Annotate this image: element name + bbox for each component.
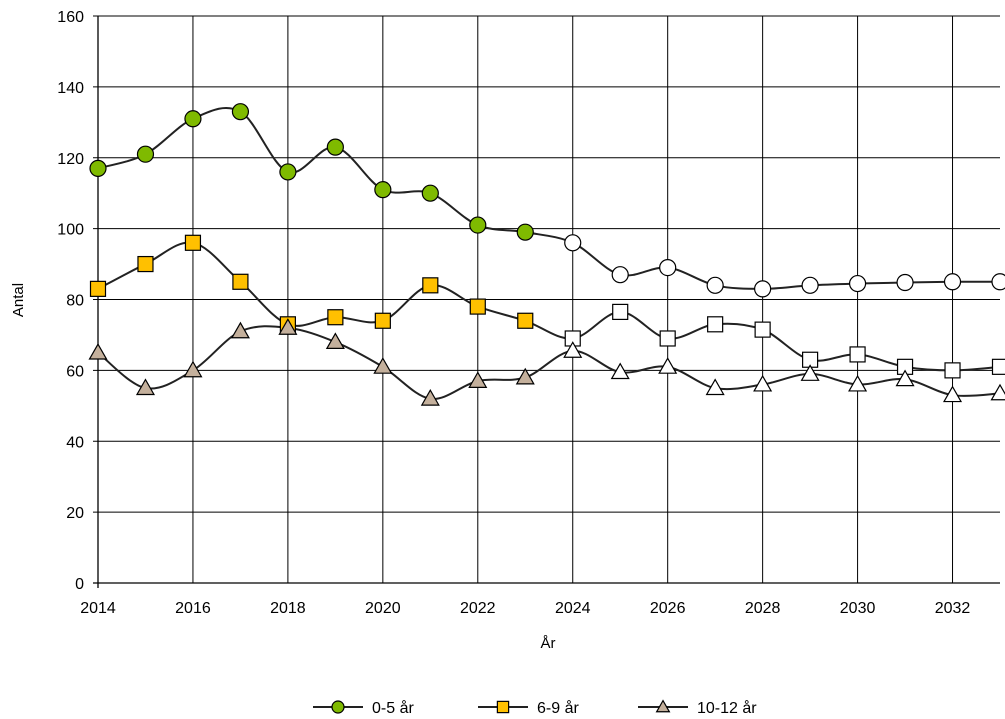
- legend-label: 0-5 år: [372, 699, 414, 717]
- data-point-triangle: [325, 332, 345, 349]
- x-tick-label: 2014: [80, 600, 116, 617]
- data-point-triangle: [942, 385, 963, 403]
- legend-label: 10-12 år: [697, 699, 757, 717]
- data-point-circle: [469, 216, 487, 234]
- data-point-square: [707, 316, 724, 333]
- legend-label: 6-9 år: [537, 699, 579, 717]
- data-point-square: [232, 273, 249, 290]
- data-point-triangle: [420, 389, 440, 406]
- series-markers: [88, 103, 1005, 406]
- data-point-circle: [279, 163, 297, 181]
- y-tick-label: 120: [57, 151, 84, 168]
- data-point-triangle: [468, 371, 488, 388]
- data-point-square: [422, 277, 439, 294]
- data-point-circle: [516, 223, 534, 241]
- data-point-triangle: [373, 357, 393, 374]
- y-tick-label: 80: [66, 293, 84, 310]
- data-point-circle: [801, 276, 819, 294]
- data-point-square: [517, 312, 534, 329]
- data-point-circle: [659, 259, 677, 277]
- data-point-circle: [421, 184, 439, 202]
- data-point-triangle: [230, 321, 250, 339]
- x-tick-label: 2024: [555, 600, 591, 617]
- y-tick-label: 160: [57, 9, 84, 26]
- data-point-triangle: [515, 367, 535, 385]
- data-point-square: [944, 362, 961, 379]
- y-tick-label: 0: [75, 576, 84, 593]
- data-point-circle: [943, 273, 962, 291]
- data-point-circle: [706, 276, 724, 294]
- grid-lines: [98, 15, 1000, 583]
- data-point-circle: [374, 181, 392, 199]
- data-point-square: [89, 280, 107, 297]
- y-axis-title: Antal: [10, 283, 27, 317]
- data-point-triangle: [183, 360, 203, 378]
- data-point-circle: [326, 138, 344, 156]
- x-tick-label: 2028: [745, 600, 781, 617]
- y-tick-label: 20: [66, 505, 84, 522]
- data-point-circle: [991, 273, 1005, 291]
- data-point-triangle: [88, 342, 108, 360]
- y-tick-label: 40: [66, 434, 84, 451]
- x-tick-label: 2016: [175, 600, 211, 617]
- x-tick-label: 2022: [460, 600, 496, 617]
- data-point-triangle: [895, 369, 915, 387]
- data-point-triangle: [610, 362, 630, 380]
- data-point-triangle: [705, 378, 725, 396]
- data-point-triangle: [800, 364, 820, 381]
- x-tick-label: 2032: [935, 600, 971, 617]
- y-tick-label: 100: [57, 222, 84, 239]
- data-point-square: [327, 309, 344, 326]
- data-point-triangle: [135, 378, 156, 396]
- data-point-square: [659, 330, 676, 347]
- data-point-square: [374, 312, 391, 329]
- legend-marker-triangle: [655, 699, 671, 713]
- series-line-1: [97, 107, 1001, 290]
- x-tick-label: 2030: [840, 600, 876, 617]
- y-tick-label: 60: [66, 363, 84, 380]
- data-point-square: [849, 346, 866, 363]
- data-point-square: [991, 358, 1005, 375]
- data-point-square: [184, 234, 202, 251]
- data-point-square: [754, 321, 771, 338]
- x-tick-label: 2020: [365, 600, 401, 617]
- data-point-circle: [231, 103, 250, 121]
- data-point-triangle: [278, 318, 298, 335]
- x-tick-labels: 2014 2016 2018 2020 2022 2024 2026 2028 2030 2032: [80, 600, 970, 617]
- y-tick-label: 140: [57, 80, 84, 97]
- data-point-triangle: [658, 357, 678, 374]
- data-point-triangle: [563, 341, 583, 358]
- data-point-circle: [611, 266, 629, 284]
- legend-marker-square: [496, 700, 510, 714]
- data-point-circle: [184, 110, 202, 128]
- data-point-circle: [754, 280, 772, 298]
- data-point-circle: [896, 273, 914, 292]
- axes: [93, 15, 1000, 588]
- data-point-circle: [136, 145, 155, 163]
- legend-marker-circle: [331, 700, 345, 714]
- data-point-circle: [564, 234, 582, 252]
- x-tick-label: 2018: [270, 600, 306, 617]
- x-tick-label: 2026: [650, 600, 686, 617]
- legend: 0-5 år 6-9 år 10-12 år: [313, 699, 757, 717]
- data-point-square: [469, 298, 486, 315]
- data-point-circle: [89, 159, 107, 177]
- data-point-triangle: [848, 374, 868, 392]
- data-point-square: [612, 303, 629, 321]
- y-tick-labels: 0 20 40 60 80 100 120 140 160: [57, 9, 84, 593]
- x-axis-title: År: [541, 635, 556, 652]
- data-point-triangle: [990, 383, 1005, 401]
- data-point-triangle: [753, 374, 773, 392]
- data-point-square: [137, 255, 154, 273]
- data-point-circle: [848, 274, 867, 293]
